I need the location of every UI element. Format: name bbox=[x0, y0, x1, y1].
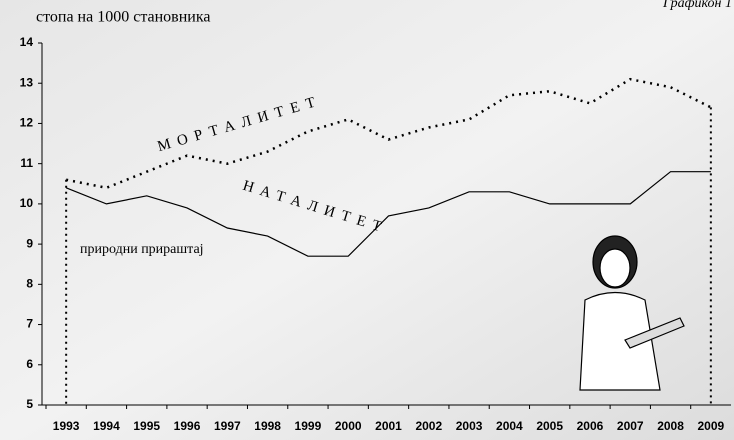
x-tick-label: 2006 bbox=[577, 419, 604, 433]
y-tick-label: 11 bbox=[20, 156, 33, 170]
y-tick-label: 5 bbox=[26, 397, 33, 411]
y-tick-label: 14 bbox=[20, 35, 34, 49]
x-tick-label: 2000 bbox=[335, 419, 362, 433]
x-tick-label: 2007 bbox=[617, 419, 644, 433]
y-axis-label: стопа на 1000 становника bbox=[36, 9, 210, 26]
y-tick-label: 6 bbox=[26, 357, 33, 371]
x-tick-label: 1995 bbox=[133, 419, 160, 433]
x-tick-label: 2003 bbox=[456, 419, 483, 433]
figure-label: Графикон 1 bbox=[662, 0, 732, 11]
y-tick-label: 10 bbox=[20, 196, 34, 210]
y-tick-label: 7 bbox=[26, 317, 33, 331]
x-tick-label: 2008 bbox=[657, 419, 684, 433]
x-tick-label: 1993 bbox=[53, 419, 80, 433]
x-tick-label: 1998 bbox=[254, 419, 281, 433]
chart: Графикон 1 стопа на 1000 становника прир… bbox=[0, 0, 734, 440]
x-tick-label: 1994 bbox=[93, 419, 120, 433]
x-tick-label: 1996 bbox=[174, 419, 201, 433]
x-tick-label: 2005 bbox=[536, 419, 563, 433]
x-tick-label: 2004 bbox=[496, 419, 523, 433]
x-tick-label: 1997 bbox=[214, 419, 241, 433]
y-tick-label: 9 bbox=[26, 236, 33, 250]
y-tick-label: 13 bbox=[20, 75, 34, 89]
y-tick-label: 8 bbox=[26, 277, 33, 291]
x-tick-label: 2009 bbox=[698, 419, 725, 433]
x-tick-label: 1999 bbox=[295, 419, 322, 433]
x-tick-label: 2001 bbox=[375, 419, 402, 433]
x-tick-label: 2002 bbox=[415, 419, 442, 433]
annotation: природни прираштај bbox=[80, 242, 204, 257]
y-tick-label: 12 bbox=[20, 116, 34, 130]
